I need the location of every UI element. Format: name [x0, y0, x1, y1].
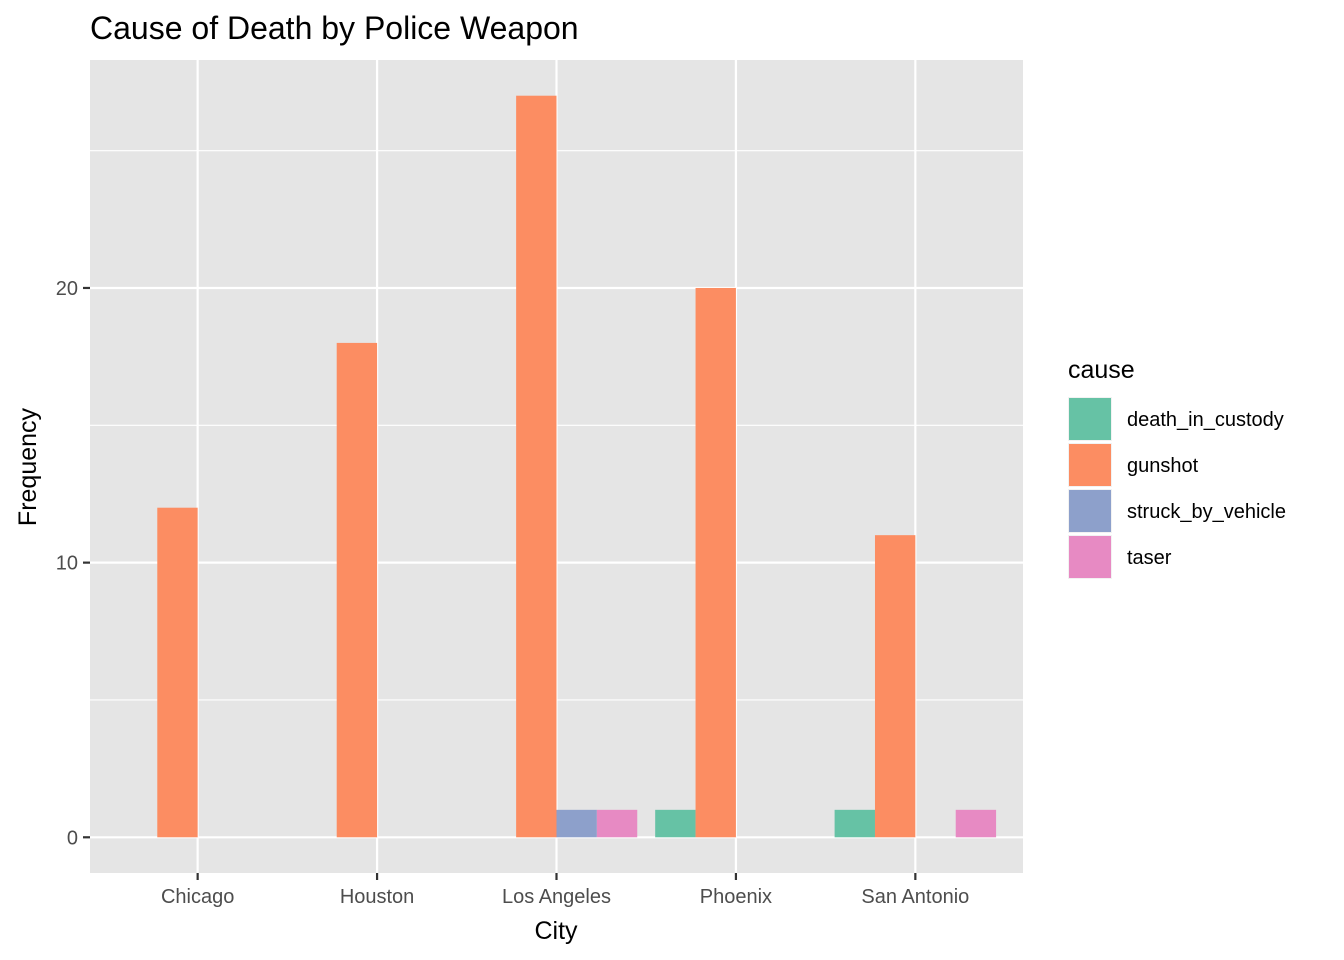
x-axis-title: City: [534, 917, 578, 945]
legend-swatch-struck_by_vehicle: [1069, 490, 1111, 532]
bar-gunshot-san-antonio: [874, 535, 916, 838]
y-tick-label: 20: [56, 278, 78, 300]
legend-label: gunshot: [1127, 455, 1199, 477]
x-tick-label: Houston: [340, 886, 415, 908]
legend-swatch-death_in_custody: [1069, 398, 1111, 440]
x-tick-label: Los Angeles: [502, 886, 611, 908]
y-axis-title: Frequency: [14, 407, 42, 526]
y-tick-label: 10: [56, 553, 78, 575]
bar-gunshot-chicago: [157, 507, 198, 838]
bars: [157, 95, 997, 838]
x-tick-label: San Antonio: [861, 886, 969, 908]
bar-taser-los-angeles: [596, 809, 638, 838]
bar-struck_by_vehicle-los-angeles: [556, 809, 597, 838]
bar-gunshot-phoenix: [695, 287, 736, 838]
chart-title: Cause of Death by Police Weapon: [90, 10, 579, 46]
y-tick-label: 0: [67, 827, 78, 849]
x-tick-label: Chicago: [161, 886, 234, 908]
legend-label: taser: [1127, 547, 1172, 569]
bar-gunshot-houston: [336, 342, 378, 838]
bar-death_in_custody-phoenix: [655, 809, 696, 838]
legend-swatch-taser: [1069, 536, 1111, 578]
x-tick-label: Phoenix: [700, 886, 772, 908]
x-axis: Chicago Houston Los Angeles Phoenix San Anto…: [161, 873, 969, 908]
legend-label: death_in_custody: [1127, 409, 1284, 431]
legend-title: cause: [1068, 356, 1135, 384]
bar-death_in_custody-san-antonio: [834, 809, 875, 838]
bar-gunshot-los-angeles: [516, 95, 557, 838]
legend-label: struck_by_vehicle: [1127, 501, 1286, 523]
bar-taser-san-antonio: [955, 809, 997, 838]
y-axis: 0 10 20: [56, 278, 90, 849]
legend-swatch-gunshot: [1069, 444, 1111, 486]
